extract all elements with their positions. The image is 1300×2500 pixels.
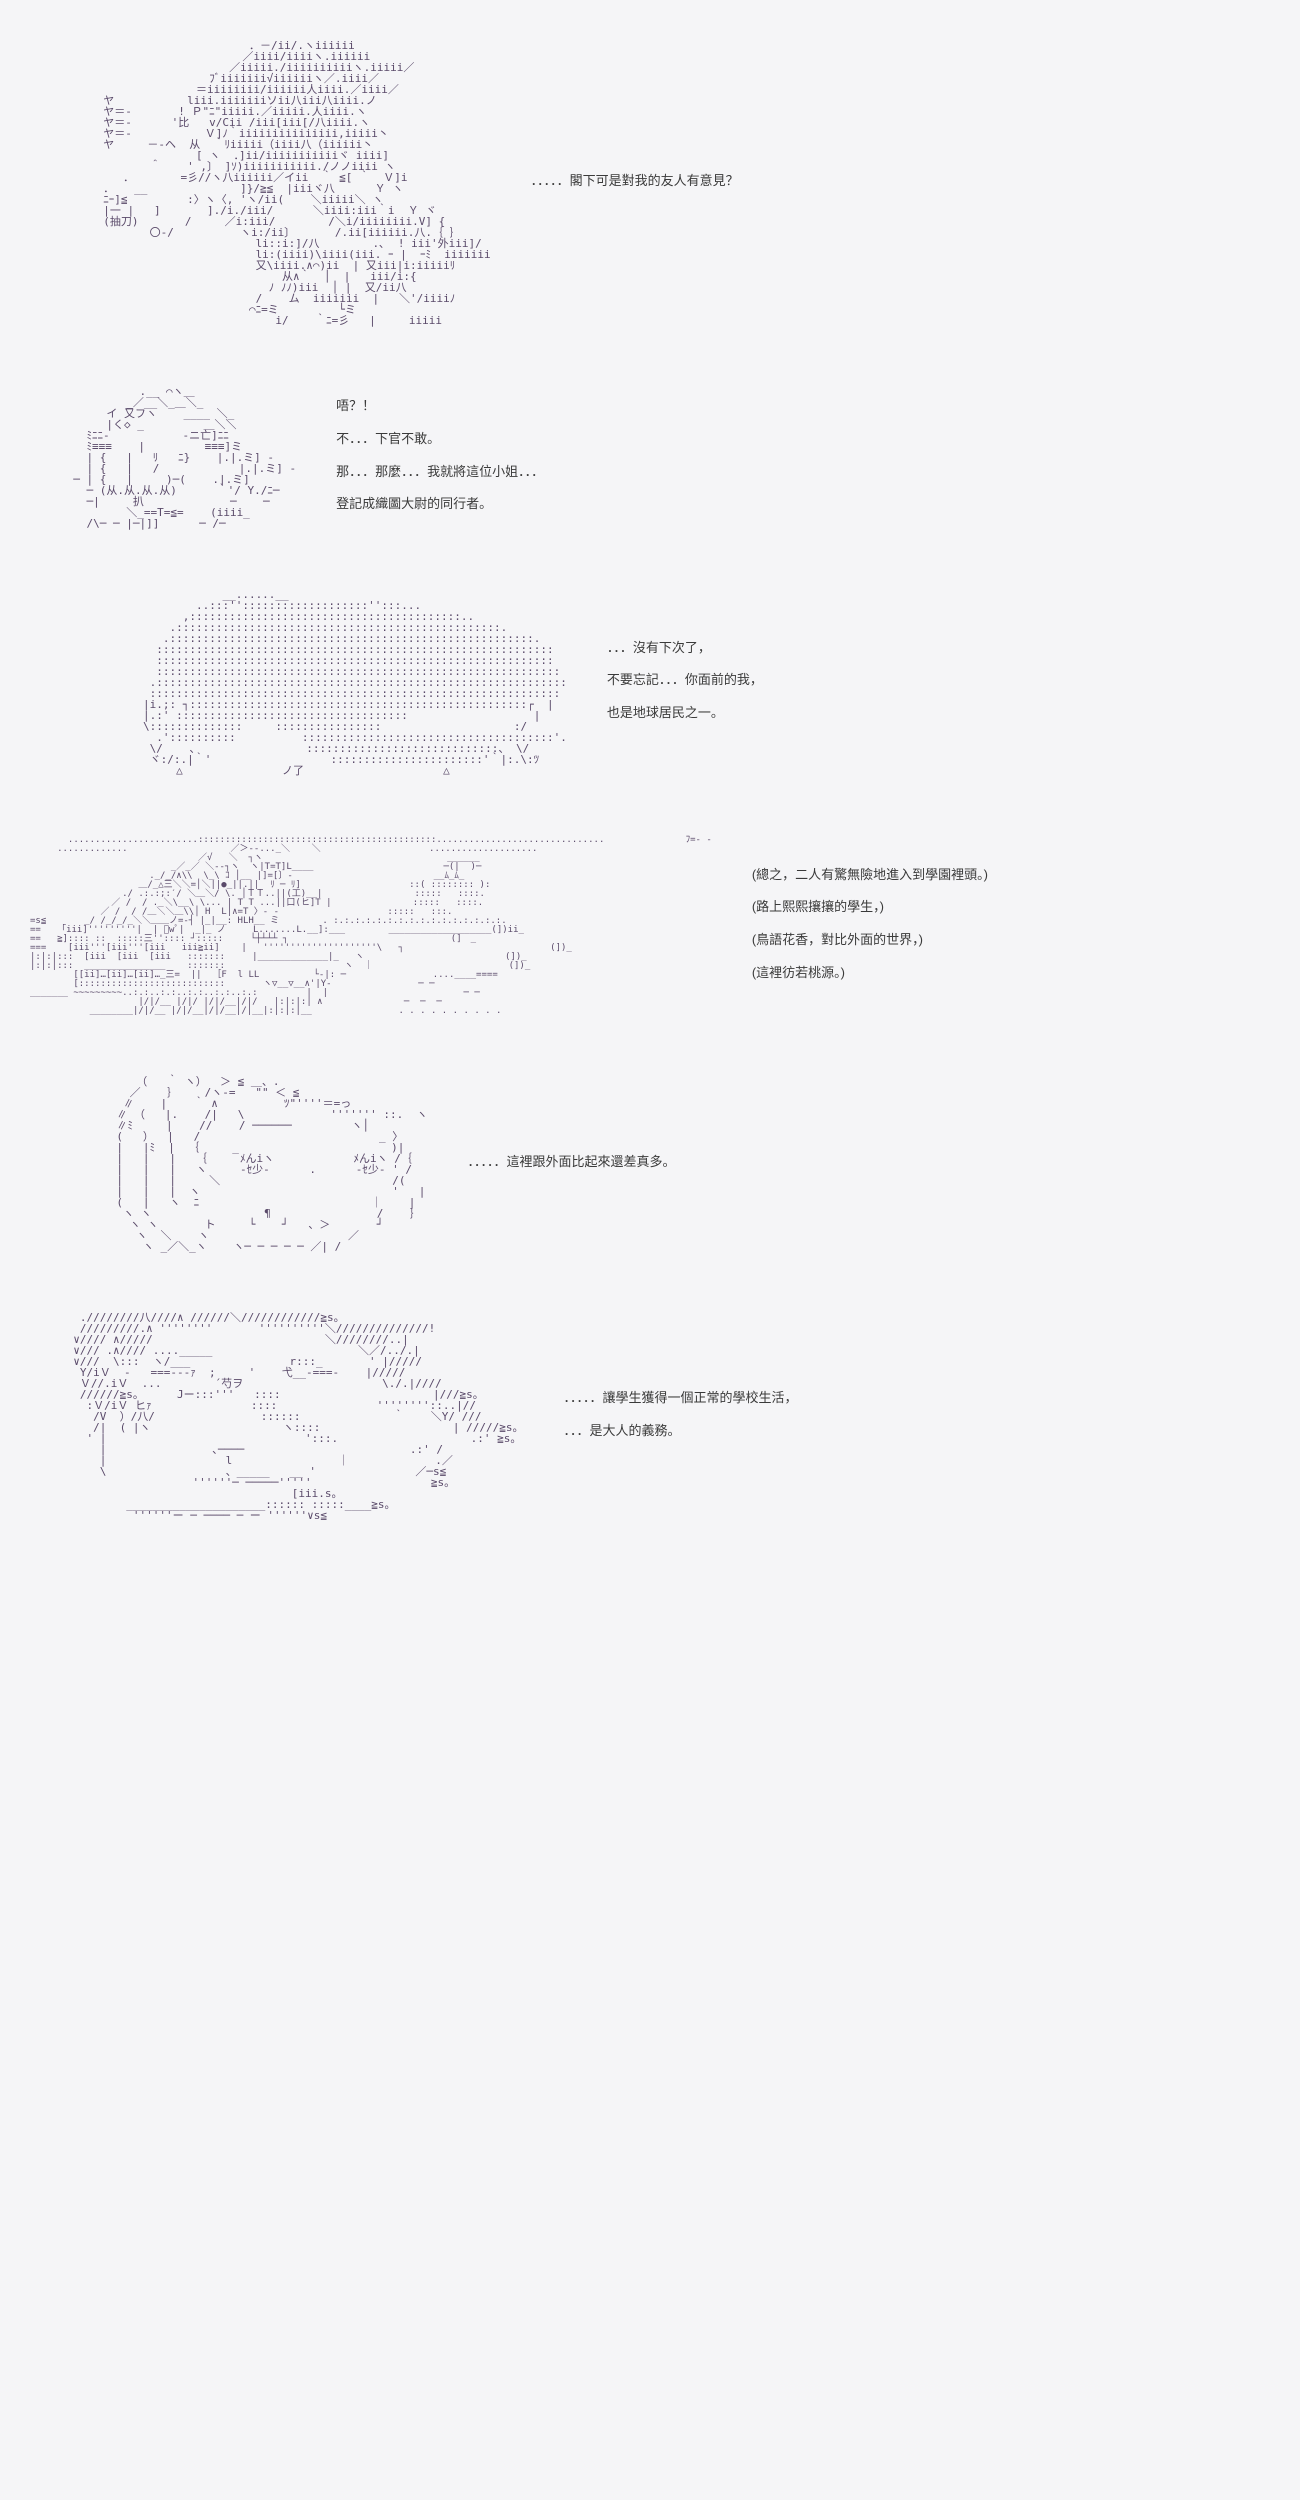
dialogue-line: 登記成織圖大尉的同行者。 — [336, 490, 544, 519]
dialogue-block-3: ．．．沒有下次了， 不要忘記．．．你面前的我， 也是地球居民之一。 — [607, 634, 763, 732]
dialogue-line: ．．．．．讓學生獲得一個正常的學校生活， — [563, 1384, 797, 1413]
story-panel-6: .////////八////∧ //////＼////////////≧s。 /… — [30, 1312, 1270, 1521]
ascii-art-1: ．－/ii/.ヽiiiiii ／iiii/iiiiヽ.iiiiii ／iiiii… — [90, 40, 491, 326]
ascii-art-3: __......__ ..:::'':::::::::::::::::::'':… — [90, 589, 567, 776]
dialogue-line: ．．．沒有下次了， — [607, 634, 763, 663]
story-panel-3: __......__ ..:::'':::::::::::::::::::'':… — [30, 589, 1270, 776]
ascii-art-2: .__ ⌒ヽ＿ _／__＼_＿＼_ イ 又フヽ ____ ＼_ |く◇ _ ＿＼… — [60, 386, 296, 529]
dialogue-line: ．．．是大人的義務。 — [563, 1417, 797, 1446]
dialogue-line: 那．．．那麼．．．我就將這位小姐．．． — [336, 458, 544, 487]
story-panel-2: .__ ⌒ヽ＿ _／__＼_＿＼_ イ 又フヽ ____ ＼_ |く◇ _ ＿＼… — [30, 386, 1270, 529]
ascii-art-6: .////////八////∧ //////＼////////////≧s。 /… — [60, 1312, 523, 1521]
dialogue-line: (路上熙熙攘攘的學生，) — [752, 893, 988, 922]
dialogue-line: 不．．．下官不敢。 — [336, 425, 544, 454]
story-panel-4: ........................::::::::::::::::… — [30, 836, 1270, 1016]
ascii-art-5: （ ｀ ヽ） ＞ ≦ ＿、. ／ ｝ /ヽ-= "" ＜ ≦ ∥ | ｀ ∧ ﾂ… — [70, 1076, 428, 1252]
dialogue-block-6: ．．．．．讓學生獲得一個正常的學校生活， ．．．是大人的義務。 — [563, 1384, 797, 1449]
dialogue-line: ．．．．．這裡跟外面比起來還差真多。 — [468, 1148, 676, 1177]
story-panel-1: ．－/ii/.ヽiiiiii ／iiii/iiiiヽ.iiiiii ／iiiii… — [30, 40, 1270, 326]
dialogue-line: 也是地球居民之一。 — [607, 699, 763, 728]
dialogue-block-1: ．．．．．閣下可是對我的友人有意見？ — [531, 167, 739, 200]
dialogue-line: (這裡彷若桃源。) — [752, 959, 988, 988]
dialogue-block-4: (總之，二人有驚無險地進入到學園裡頭。) (路上熙熙攘攘的學生，) (鳥語花香，… — [752, 861, 988, 991]
ascii-art-4: ........................::::::::::::::::… — [30, 836, 712, 1016]
dialogue-block-2: 唔？！ 不．．．下官不敢。 那．．．那麼．．．我就將這位小姐．．． 登記成織圖大… — [336, 392, 544, 522]
dialogue-line: (鳥語花香，對比外面的世界，) — [752, 926, 988, 955]
dialogue-block-5: ．．．．．這裡跟外面比起來還差真多。 — [468, 1148, 676, 1181]
dialogue-line: 不要忘記．．．你面前的我， — [607, 666, 763, 695]
dialogue-line: (總之，二人有驚無險地進入到學園裡頭。) — [752, 861, 988, 890]
dialogue-line: ．．．．．閣下可是對我的友人有意見？ — [531, 167, 739, 196]
dialogue-line: 唔？！ — [336, 392, 544, 421]
story-panel-5: （ ｀ ヽ） ＞ ≦ ＿、. ／ ｝ /ヽ-= "" ＜ ≦ ∥ | ｀ ∧ ﾂ… — [30, 1076, 1270, 1252]
